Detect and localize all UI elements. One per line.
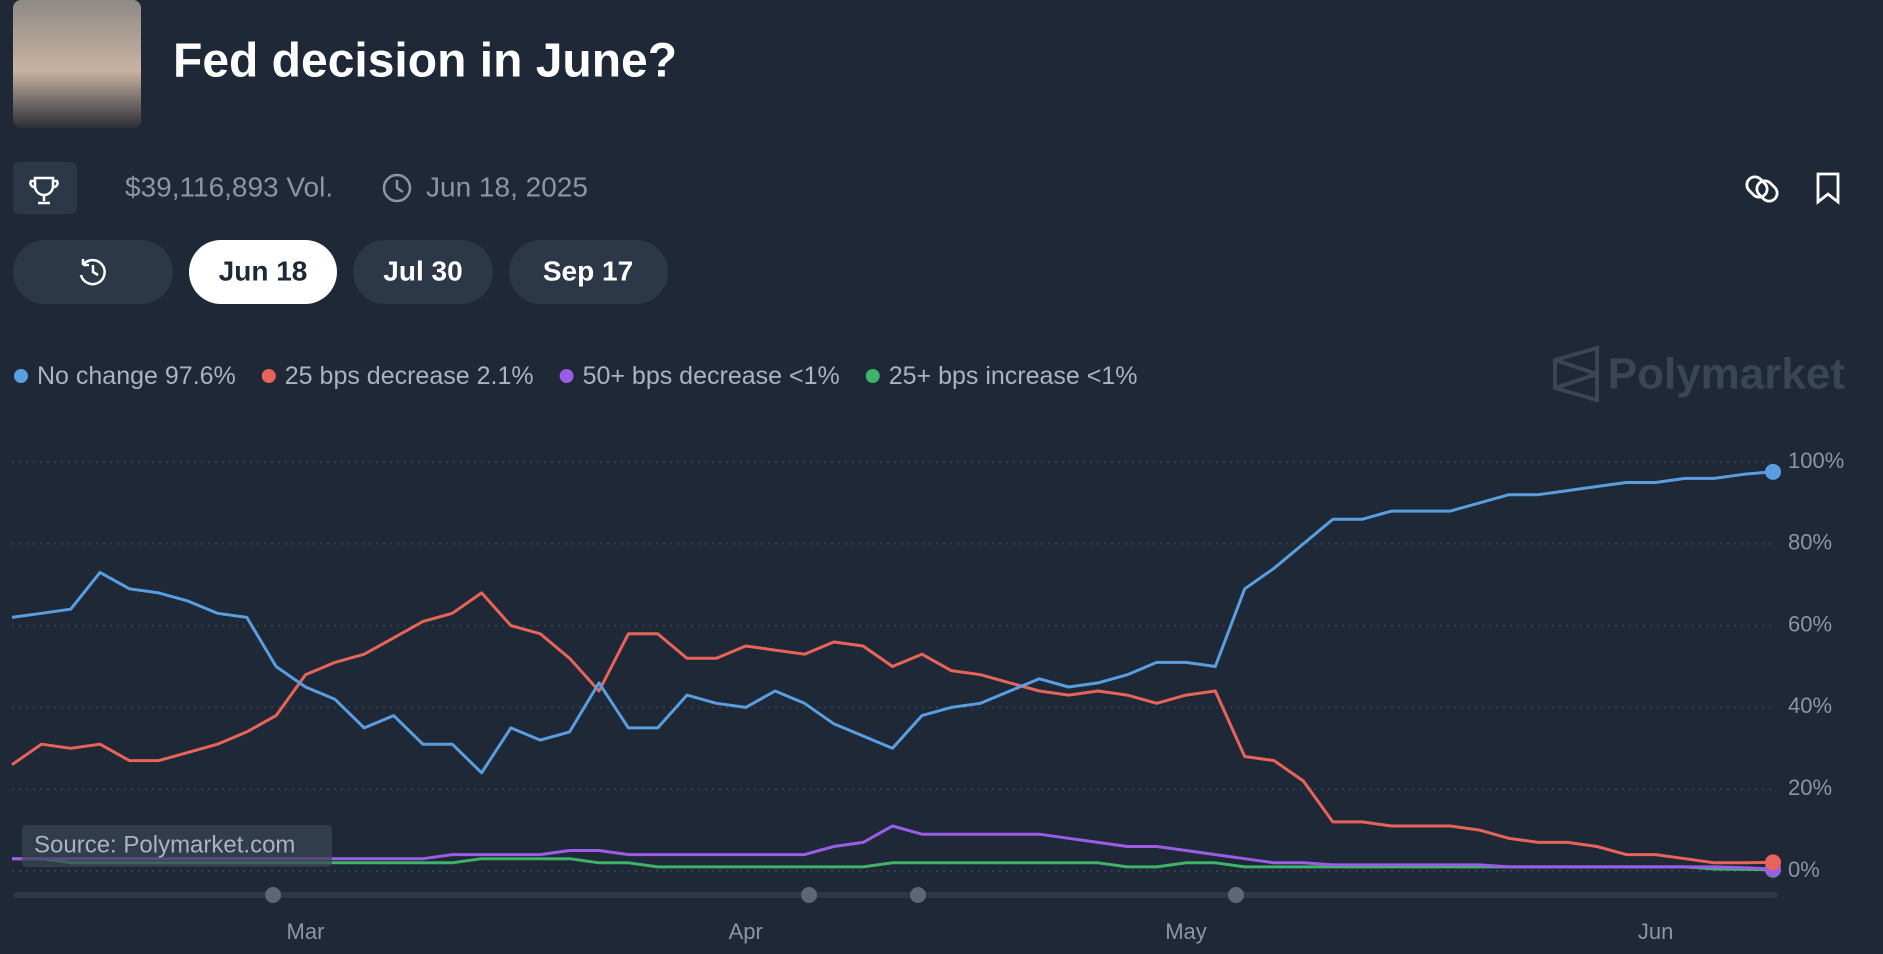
y-tick-label: 40%: [1788, 693, 1832, 718]
y-tick-label: 100%: [1788, 448, 1844, 473]
x-tick-label: Mar: [287, 919, 325, 944]
watermark-logo: [1553, 345, 1599, 403]
legend-name: 50+ bps decrease: [583, 362, 782, 390]
history-tab[interactable]: [13, 240, 173, 304]
date-tab[interactable]: Sep 17: [509, 240, 668, 304]
y-tick-label: 20%: [1788, 775, 1832, 800]
date-tab-label[interactable]: Jun 18: [219, 255, 308, 286]
x-tick-label: Apr: [729, 919, 763, 944]
y-tick-label: 80%: [1788, 530, 1832, 555]
legend-entry: 25+ bps increase <1%: [889, 362, 1138, 390]
legend-entry: 25 bps decrease 2.1%: [285, 362, 534, 390]
market-title: Fed decision in June?: [173, 35, 677, 88]
watermark: Polymarket: [1608, 350, 1846, 399]
x-tick-label: Jun: [1638, 919, 1673, 944]
date-tab-label[interactable]: Sep 17: [543, 255, 633, 286]
series-line: [11, 470, 1774, 775]
legend-name: 25+ bps increase: [889, 362, 1080, 390]
legend-swatch: [14, 369, 28, 383]
source-note: Source: Polymarket.com: [22, 825, 332, 867]
clock-icon: [382, 173, 412, 203]
date-tab[interactable]: Jul 30: [353, 240, 493, 304]
legend-value: <1%: [1087, 362, 1138, 390]
trophy-button[interactable]: [13, 162, 77, 214]
time-slider[interactable]: [13, 887, 1778, 903]
bookmark-button[interactable]: [1816, 172, 1840, 205]
series-end-dot: [1765, 463, 1781, 480]
legend-swatch: [865, 369, 880, 383]
legend-entry: No change 97.6%: [37, 362, 236, 390]
legend-value: 2.1%: [477, 362, 534, 390]
legend-name: No change: [37, 362, 158, 390]
source-text: Source: Polymarket.com: [34, 831, 295, 858]
x-tick-label: May: [1165, 919, 1207, 944]
market-avatar: [13, 0, 141, 128]
y-tick-label: 60%: [1788, 611, 1832, 636]
legend-entry: 50+ bps decrease <1%: [583, 362, 840, 390]
legend: No change 97.6% 25 bps decrease 2.1% 50+ b…: [14, 362, 1138, 390]
series-line: [11, 591, 1774, 865]
end-date: Jun 18, 2025: [426, 171, 588, 202]
y-tick-label: 0%: [1788, 857, 1820, 882]
legend-value: 97.6%: [165, 362, 236, 390]
date-tab[interactable]: Jun 18: [189, 240, 337, 304]
series-end-dot: [1765, 854, 1781, 871]
legend-swatch: [559, 369, 574, 383]
date-tab-label[interactable]: Jul 30: [383, 255, 462, 286]
legend-value: <1%: [789, 362, 840, 390]
legend-swatch: [261, 369, 276, 383]
volume: $39,116,893 Vol.: [125, 171, 333, 202]
legend-name: 25 bps decrease: [285, 362, 470, 390]
copy-link-button[interactable]: [1744, 174, 1781, 205]
plot: 0% 20% 40% 60% 80% 100% Mar Apr May Jun: [11, 448, 1844, 944]
